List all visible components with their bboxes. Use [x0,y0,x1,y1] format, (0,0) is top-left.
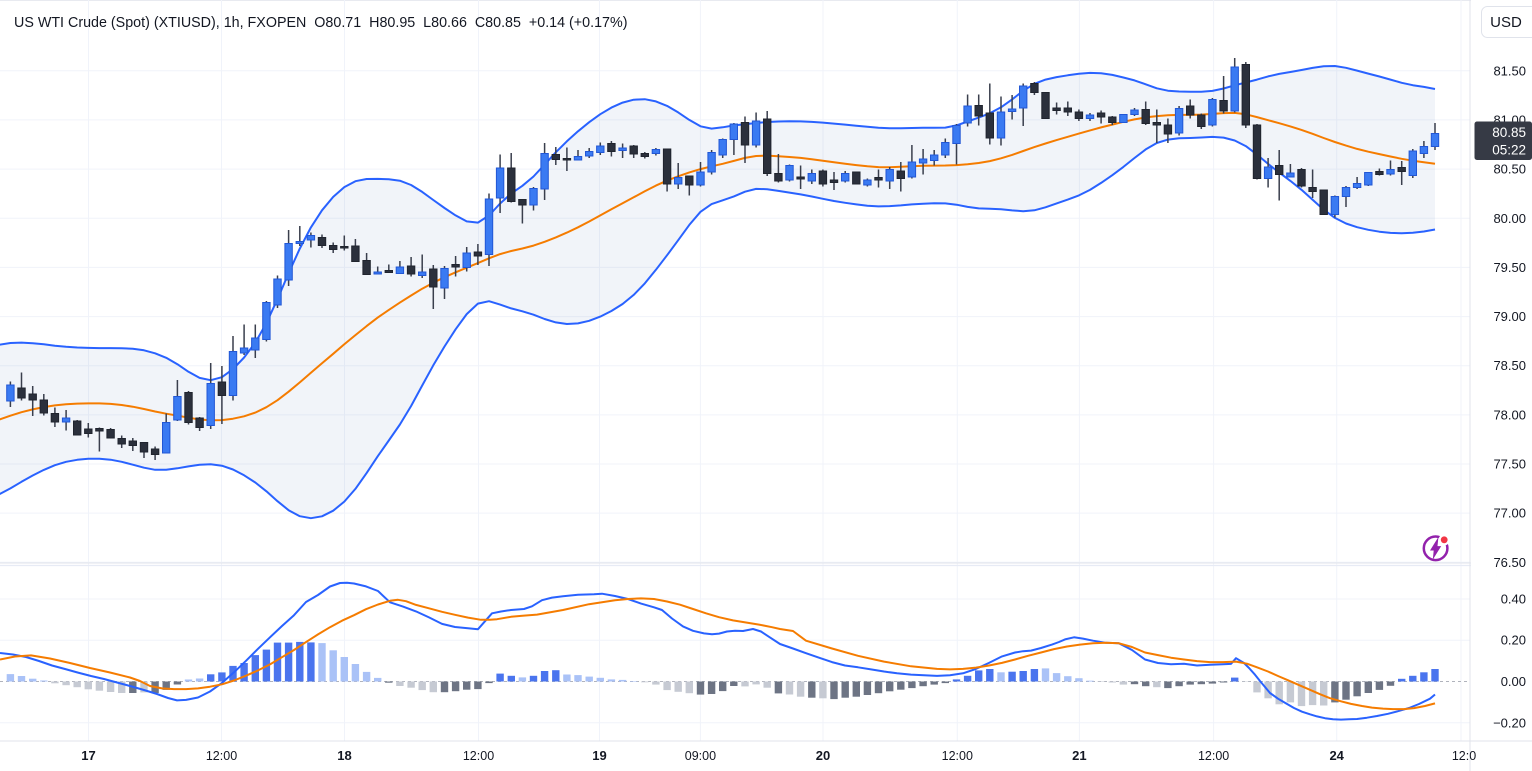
svg-text:77.00: 77.00 [1493,506,1526,521]
svg-text:12:00: 12:00 [206,749,237,763]
svg-text:80.85: 80.85 [1492,125,1526,140]
svg-text:76.50: 76.50 [1493,555,1526,570]
svg-text:80.50: 80.50 [1493,162,1526,177]
svg-text:12:0: 12:0 [1452,749,1476,763]
svg-text:09:00: 09:00 [685,749,716,763]
svg-text:21: 21 [1072,748,1086,763]
svg-text:17: 17 [81,748,95,763]
svg-text:−0.20: −0.20 [1493,715,1526,730]
svg-text:US WTI Crude (Spot) (XTIUSD),: US WTI Crude (Spot) (XTIUSD), 1h, FXOPEN… [14,15,627,31]
svg-text:18: 18 [337,748,351,763]
svg-text:05:22: 05:22 [1492,143,1526,158]
svg-text:81.50: 81.50 [1493,63,1526,78]
svg-text:79.00: 79.00 [1493,309,1526,324]
svg-text:0.40: 0.40 [1501,592,1526,607]
svg-text:78.50: 78.50 [1493,358,1526,373]
svg-text:80.00: 80.00 [1493,211,1526,226]
svg-text:20: 20 [816,748,830,763]
svg-text:0.00: 0.00 [1501,674,1526,689]
svg-text:12:00: 12:00 [1198,749,1229,763]
svg-text:78.00: 78.00 [1493,407,1526,422]
svg-text:19: 19 [592,748,606,763]
svg-text:USD: USD [1490,14,1522,31]
svg-text:79.50: 79.50 [1493,260,1526,275]
svg-text:77.50: 77.50 [1493,457,1526,472]
svg-text:12:00: 12:00 [942,749,973,763]
svg-text:12:00: 12:00 [463,749,494,763]
svg-text:0.20: 0.20 [1501,633,1526,648]
svg-text:24: 24 [1329,748,1344,763]
